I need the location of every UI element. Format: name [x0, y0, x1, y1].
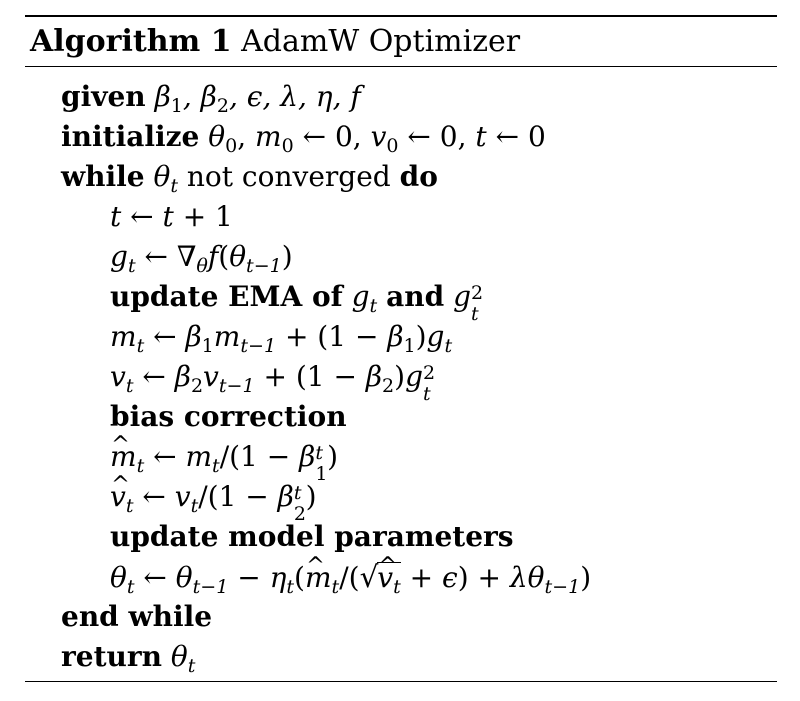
line-bias-correction: bias correction [110, 397, 347, 437]
keyword-while: while [61, 160, 145, 193]
line-gradient: gt ← ∇θf(θt−1) [110, 240, 293, 278]
algorithm-title: Algorithm 1 AdamW Optimizer [30, 22, 520, 62]
keyword-and: and [386, 280, 445, 313]
line-while: while θt not converged do [61, 157, 438, 197]
bottom-rule [25, 681, 777, 682]
initialize-expr: θ0, m0 ← 0, v0 ← 0, t ← 0 [208, 120, 546, 158]
while-theta: θt [153, 160, 178, 198]
keyword-end-while: end while [61, 600, 213, 633]
line-second-moment: vt ← β2vt−1 + (1 − β2)g 2 t [110, 360, 436, 405]
line-given: given β1, β2, ϵ, λ, η, f [61, 77, 361, 117]
keyword-given: given [61, 80, 146, 113]
line-first-moment: mt ← β1mt−1 + (1 − β1)gt [110, 320, 453, 358]
keyword-update-ema: update EMA of [110, 280, 343, 313]
algorithm-label: Algorithm 1 [30, 24, 232, 59]
top-rule [25, 15, 777, 17]
algorithm-name: AdamW Optimizer [241, 24, 521, 59]
line-initialize: initialize θ0, m0 ← 0, v0 ← 0, t ← 0 [61, 117, 546, 157]
keyword-initialize: initialize [61, 120, 200, 153]
line-end-while: end while [61, 597, 212, 637]
line-theta-update: θt ← θt−1 − ηt(mt/(√vt + ϵ) + λθt−1) [110, 546, 591, 598]
keyword-return: return [61, 640, 162, 673]
keyword-do: do [399, 160, 438, 193]
header-rule [25, 66, 777, 67]
line-v-hat: vt ← vt/(1 − βt2) [110, 465, 317, 525]
given-params: β1, β2, ϵ, λ, η, f [154, 80, 361, 118]
line-increment-t: t ← t + 1 [110, 200, 233, 233]
line-m-hat: mt ← mt/(1 − βt1) [110, 425, 338, 485]
keyword-bias-correction: bias correction [110, 400, 347, 433]
line-return: return θt [61, 640, 196, 678]
while-condition: not converged [186, 160, 391, 193]
